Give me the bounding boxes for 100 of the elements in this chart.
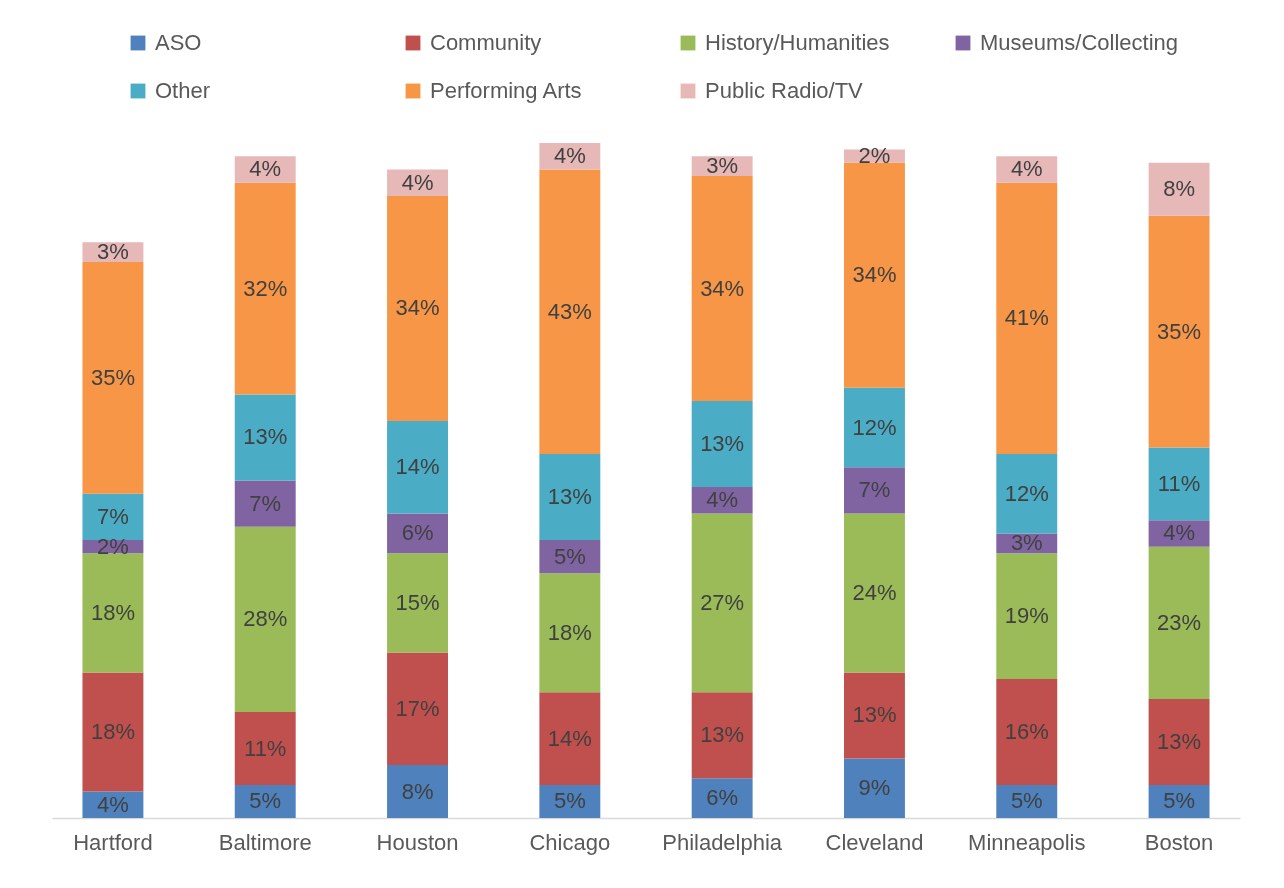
data-label: 32% — [243, 275, 288, 301]
x-tick-label: Hartford — [73, 829, 153, 855]
bar — [996, 553, 1058, 680]
data-label: 14% — [395, 454, 440, 480]
data-label: 17% — [395, 695, 440, 721]
bar — [1148, 215, 1210, 448]
bar — [234, 480, 296, 527]
bar — [1148, 162, 1210, 216]
data-label: 24% — [852, 580, 897, 605]
data-label: 23% — [1157, 609, 1202, 635]
legend-label: Other — [155, 78, 211, 103]
bar — [691, 401, 753, 488]
x-tick-label: Cleveland — [825, 829, 924, 855]
bar — [1148, 546, 1210, 699]
x-tick-label: Philadelphia — [662, 829, 783, 855]
x-tick-label: Minneapolis — [968, 829, 1086, 855]
data-label: 28% — [243, 606, 288, 632]
data-label: 34% — [395, 295, 440, 321]
x-tick-label: Chicago — [529, 829, 611, 855]
data-label: 4% — [553, 143, 586, 169]
data-label: 4% — [249, 156, 282, 182]
bar — [82, 553, 144, 673]
data-label: 4% — [706, 487, 739, 513]
data-label: 16% — [1004, 718, 1049, 744]
bar — [539, 573, 601, 693]
bar — [234, 712, 296, 785]
data-label: 13% — [547, 484, 592, 510]
bar — [539, 169, 601, 455]
bar — [1148, 698, 1210, 785]
bar — [234, 526, 296, 713]
x-tick-label: Houston — [376, 829, 459, 855]
data-label: 4% — [1010, 156, 1043, 182]
legend-label: ASO — [155, 30, 202, 55]
data-label: 6% — [706, 785, 739, 811]
data-label: 4% — [401, 169, 434, 195]
data-label: 14% — [547, 725, 592, 751]
bar — [691, 692, 753, 779]
data-label: 3% — [97, 239, 129, 265]
bar — [387, 652, 448, 766]
data-label: 3% — [706, 153, 739, 179]
data-label: 19% — [1004, 603, 1049, 629]
data-label: 12% — [852, 414, 897, 440]
data-label: 18% — [90, 599, 135, 625]
data-label: 2% — [97, 533, 129, 559]
data-label: 7% — [249, 490, 282, 516]
data-label: 13% — [700, 722, 745, 748]
data-label: 6% — [401, 520, 434, 546]
bar — [539, 454, 601, 541]
data-label: 3% — [1010, 530, 1043, 556]
bar — [996, 182, 1058, 455]
bar — [387, 553, 448, 653]
bar — [387, 420, 448, 514]
bar — [844, 758, 905, 818]
data-label: 12% — [1004, 480, 1049, 506]
data-label: 43% — [547, 298, 592, 324]
x-tick-label: Baltimore — [218, 829, 312, 855]
bar — [234, 182, 296, 395]
legend-label: History/Humanities — [705, 30, 890, 55]
bar — [844, 672, 905, 759]
bar — [691, 176, 753, 402]
data-label: 7% — [858, 477, 891, 503]
data-label: 5% — [1163, 788, 1195, 814]
data-label: 5% — [553, 788, 586, 814]
bar — [387, 765, 448, 818]
data-label: 2% — [858, 143, 891, 169]
bar — [1148, 447, 1210, 521]
data-label: 5% — [249, 788, 282, 814]
data-label: 5% — [1010, 788, 1043, 814]
data-label: 7% — [97, 503, 129, 529]
bar — [234, 394, 296, 481]
data-label: 18% — [90, 718, 135, 744]
bar — [844, 467, 905, 514]
bar — [691, 513, 753, 693]
data-label: 35% — [1157, 318, 1202, 344]
bar — [996, 679, 1058, 785]
data-label: 4% — [1163, 520, 1195, 546]
data-label: 41% — [1004, 305, 1049, 331]
data-label: 35% — [90, 364, 135, 390]
bar — [387, 195, 448, 421]
data-label: 13% — [1157, 728, 1202, 754]
bar — [996, 454, 1058, 534]
bar — [844, 513, 905, 673]
data-label: 34% — [852, 262, 897, 288]
data-label: 27% — [700, 589, 745, 615]
legend-label: Performing Arts — [430, 78, 582, 103]
data-label: 9% — [858, 775, 891, 801]
legend-label: Museums/Collecting — [980, 30, 1179, 55]
data-label: 11% — [244, 735, 287, 761]
data-label: 8% — [1163, 176, 1195, 202]
data-label: 8% — [401, 778, 434, 804]
data-label: 11% — [1157, 470, 1201, 496]
bar — [691, 778, 753, 818]
data-label: 5% — [553, 543, 586, 569]
x-tick-label: Boston — [1144, 829, 1214, 855]
bar — [82, 672, 144, 792]
bar — [539, 692, 601, 785]
data-label: 13% — [700, 431, 745, 457]
bar — [82, 262, 144, 494]
data-label: 4% — [97, 791, 129, 817]
data-label: 18% — [547, 619, 592, 645]
